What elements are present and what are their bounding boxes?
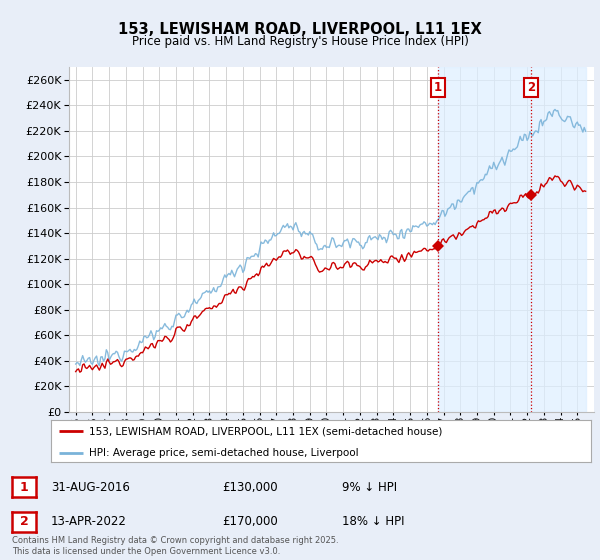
Text: 1: 1 — [20, 480, 28, 494]
Text: 2: 2 — [527, 81, 535, 95]
Text: HPI: Average price, semi-detached house, Liverpool: HPI: Average price, semi-detached house,… — [89, 448, 358, 458]
Text: 2: 2 — [20, 515, 28, 529]
Text: £130,000: £130,000 — [222, 480, 278, 494]
Text: Price paid vs. HM Land Registry's House Price Index (HPI): Price paid vs. HM Land Registry's House … — [131, 35, 469, 48]
Bar — [438, 67, 586, 412]
Text: 31-AUG-2016: 31-AUG-2016 — [51, 480, 130, 494]
Text: 153, LEWISHAM ROAD, LIVERPOOL, L11 1EX (semi-detached house): 153, LEWISHAM ROAD, LIVERPOOL, L11 1EX (… — [89, 426, 442, 436]
Text: Contains HM Land Registry data © Crown copyright and database right 2025.
This d: Contains HM Land Registry data © Crown c… — [12, 536, 338, 556]
Text: £170,000: £170,000 — [222, 515, 278, 529]
Text: 1: 1 — [434, 81, 442, 95]
Text: 153, LEWISHAM ROAD, LIVERPOOL, L11 1EX: 153, LEWISHAM ROAD, LIVERPOOL, L11 1EX — [118, 22, 482, 38]
Text: 9% ↓ HPI: 9% ↓ HPI — [342, 480, 397, 494]
Text: 18% ↓ HPI: 18% ↓ HPI — [342, 515, 404, 529]
Text: 13-APR-2022: 13-APR-2022 — [51, 515, 127, 529]
